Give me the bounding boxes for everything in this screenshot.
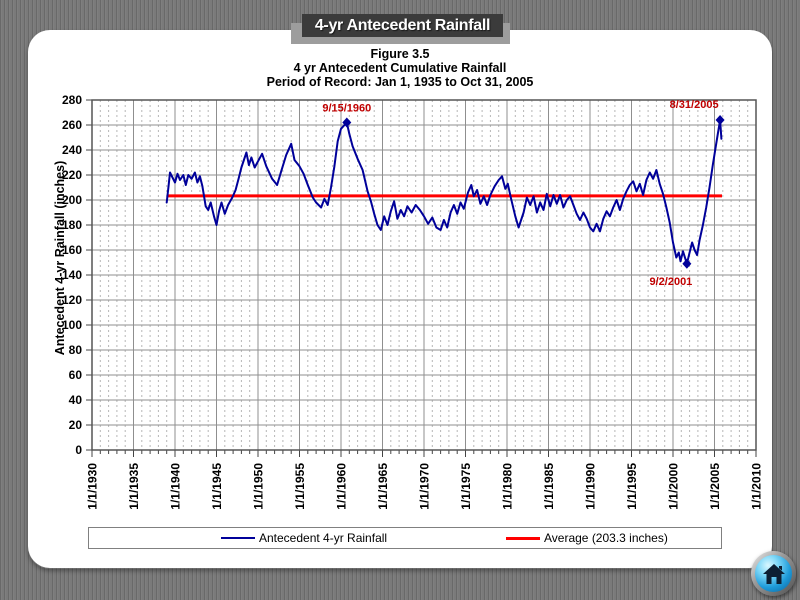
svg-text:20: 20	[69, 418, 83, 432]
svg-text:220: 220	[62, 168, 82, 182]
svg-text:240: 240	[62, 143, 82, 157]
svg-text:1/1/1945: 1/1/1945	[210, 463, 224, 510]
svg-text:120: 120	[62, 293, 82, 307]
svg-text:140: 140	[62, 268, 82, 282]
svg-text:9/2/2001: 9/2/2001	[649, 276, 692, 288]
svg-text:40: 40	[69, 393, 83, 407]
period-of-record: Period of Record: Jan 1, 1935 to Oct 31,…	[266, 75, 534, 89]
svg-text:1/1/1950: 1/1/1950	[252, 463, 266, 510]
slide-background	[28, 30, 772, 568]
svg-text:100: 100	[62, 318, 82, 332]
svg-text:280: 280	[62, 93, 82, 107]
svg-text:1/1/1930: 1/1/1930	[86, 463, 100, 510]
svg-text:160: 160	[62, 243, 82, 257]
svg-text:1/1/2010: 1/1/2010	[750, 463, 764, 510]
svg-text:1/1/1955: 1/1/1955	[293, 463, 307, 510]
svg-text:80: 80	[69, 343, 83, 357]
svg-text:1/1/1990: 1/1/1990	[584, 463, 598, 510]
chart-header: Figure 3.5 4 yr Antecedent Cumulative Ra…	[28, 47, 772, 89]
svg-text:1/1/2005: 1/1/2005	[708, 463, 722, 510]
rainfall-line-swatch	[221, 537, 255, 539]
title-banner: 4-yr Antecedent Rainfall	[302, 14, 503, 37]
svg-text:260: 260	[62, 118, 82, 132]
svg-text:1/1/1960: 1/1/1960	[335, 463, 349, 510]
svg-text:1/1/1965: 1/1/1965	[376, 463, 390, 510]
legend-item-rainfall: Antecedent 4-yr Rainfall	[221, 528, 387, 548]
home-icon	[762, 563, 785, 584]
legend-label-average: Average (203.3 inches)	[544, 531, 668, 545]
svg-text:200: 200	[62, 193, 82, 207]
svg-text:1/1/1995: 1/1/1995	[625, 463, 639, 510]
page-title: 4-yr Antecedent Rainfall	[314, 16, 491, 34]
chart-title: 4 yr Antecedent Cumulative Rainfall	[293, 61, 507, 75]
svg-text:1/1/1985: 1/1/1985	[542, 463, 556, 510]
legend-label-rainfall: Antecedent 4-yr Rainfall	[259, 531, 388, 545]
home-button[interactable]	[751, 551, 796, 596]
svg-text:60: 60	[69, 368, 83, 382]
svg-text:1/1/1935: 1/1/1935	[127, 463, 141, 510]
svg-text:0: 0	[75, 443, 82, 457]
average-line-swatch	[506, 536, 540, 540]
svg-text:1/1/1975: 1/1/1975	[459, 463, 473, 510]
legend-item-average: Average (203.3 inches)	[506, 528, 668, 548]
svg-text:1/1/1980: 1/1/1980	[501, 463, 515, 510]
svg-text:8/31/2005: 8/31/2005	[670, 99, 719, 111]
chart-legend: Antecedent 4-yr Rainfall Average (203.3 …	[88, 527, 722, 549]
figure-number: Figure 3.5	[370, 47, 430, 61]
svg-text:1/1/2000: 1/1/2000	[667, 463, 681, 510]
svg-text:9/15/1960: 9/15/1960	[322, 103, 371, 115]
svg-text:1/1/1970: 1/1/1970	[418, 463, 432, 510]
home-button-face	[755, 555, 792, 592]
svg-text:1/1/1940: 1/1/1940	[169, 463, 183, 510]
svg-text:180: 180	[62, 218, 82, 232]
